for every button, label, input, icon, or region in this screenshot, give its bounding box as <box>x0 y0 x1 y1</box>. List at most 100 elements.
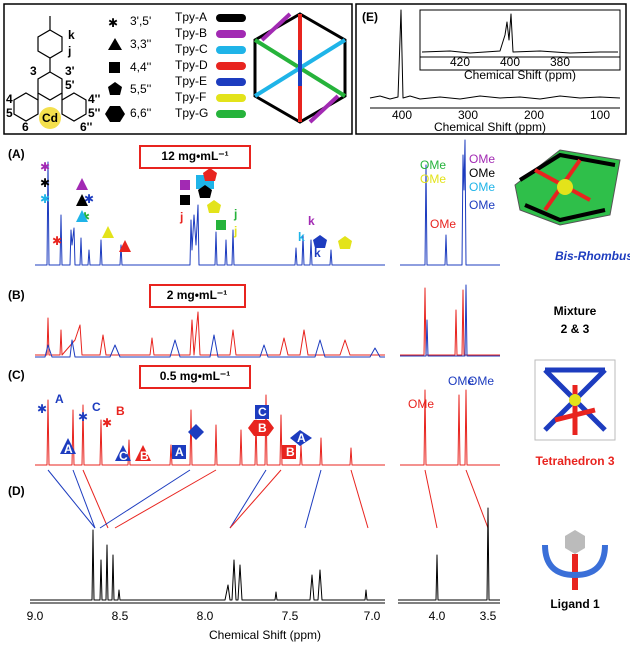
ome-label: OMe <box>469 180 495 194</box>
inset-axis-title: Chemical Shift (ppm) <box>464 68 576 82</box>
marker-icon: ✱ <box>108 16 118 30</box>
model-name: Bis-Rhombus 2 <box>555 249 630 263</box>
tpy-label: Tpy-A <box>175 10 207 24</box>
atom-label: 5' <box>65 78 75 92</box>
x-tick-label: 4.0 <box>429 609 446 623</box>
x-axis-title: Chemical Shift (ppm) <box>209 628 321 642</box>
marker-label: 4,4'' <box>130 60 151 74</box>
decoration: ✱ <box>78 410 88 424</box>
tpy-letter: A <box>64 442 73 456</box>
peak-label: k <box>298 230 305 244</box>
peak-label: k <box>314 246 321 260</box>
figure: k j 3 3' 5' 4 5 6 4'' 5'' 6'' Cd ✱ 3',5'… <box>0 0 630 652</box>
tpy-letter: B <box>140 449 149 463</box>
rhombus-model <box>515 150 620 225</box>
x-tick-label: 9.0 <box>27 609 44 623</box>
decoration <box>216 220 226 230</box>
tpy-swatch <box>216 110 246 118</box>
x-tick-label: 8.5 <box>112 609 129 623</box>
marker-label: 6,6'' <box>130 106 151 120</box>
atom-label: 5'' <box>88 106 101 120</box>
atom-label: 5 <box>6 106 13 120</box>
atom-label: 3 <box>30 64 37 78</box>
decoration <box>555 385 595 435</box>
ome-label: OMe <box>469 166 495 180</box>
decoration <box>351 470 368 528</box>
correlation-lines <box>48 470 488 528</box>
concentration: 12 mg•mL⁻¹ <box>161 149 228 163</box>
atom-label: 6'' <box>80 120 93 134</box>
marker-label: 3,3'' <box>130 37 151 51</box>
x-tick-label: 8.0 <box>197 609 214 623</box>
x-tick-label: 7.5 <box>282 609 299 623</box>
decoration <box>180 180 190 190</box>
spectrum-d-right <box>398 508 500 600</box>
ome-label: OMe <box>430 217 456 231</box>
e-tick-label: 100 <box>590 108 610 122</box>
tpy-swatch <box>216 62 246 70</box>
decoration <box>102 226 114 238</box>
decoration <box>83 470 108 528</box>
inset-tick-label: 420 <box>450 55 470 69</box>
inset-tick-label: 400 <box>500 55 520 69</box>
tpy-letter: B <box>116 404 125 418</box>
atom-label: 3' <box>65 64 75 78</box>
peak-label: j <box>179 210 183 224</box>
panel-label: (C) <box>8 368 25 382</box>
tpy-label: Tpy-F <box>175 90 206 104</box>
tpy-label: Tpy-D <box>175 58 208 72</box>
decoration: ✱ <box>102 416 112 430</box>
mixture-name: Mixture <box>554 304 597 318</box>
peak-label: j <box>233 224 237 238</box>
decoration <box>466 470 488 528</box>
inset-tick-label: 380 <box>550 55 570 69</box>
spectrum-b-blue <box>35 335 385 357</box>
x-tick-label: 3.5 <box>480 609 497 623</box>
tpy-swatch <box>216 30 246 38</box>
ome-label: OMe <box>469 198 495 212</box>
a-peak-labels: j j k k k j <box>179 207 321 260</box>
decoration <box>230 470 266 528</box>
atom-label: Cd <box>42 111 58 125</box>
decoration <box>557 179 573 195</box>
decoration: ✱ <box>40 176 50 190</box>
model-name: Ligand 1 <box>550 597 600 611</box>
model-name: Tetrahedron 3 <box>535 454 614 468</box>
decoration <box>180 195 190 205</box>
tpy-letter: A <box>297 431 306 445</box>
mixture-subname: 2 & 3 <box>561 322 590 336</box>
tpy-letter: C <box>119 449 128 463</box>
decoration: ✱ <box>52 234 62 248</box>
marker-icon <box>109 62 120 73</box>
decoration <box>48 470 95 528</box>
spectrum-b-right-blue <box>400 285 500 356</box>
panel-label: (A) <box>8 147 25 161</box>
tetrahedron-model <box>535 360 615 440</box>
spectrum-c <box>35 395 385 465</box>
e-axis-title: Chemical Shift (ppm) <box>434 120 546 134</box>
decoration <box>305 470 321 528</box>
marker-label: 3',5' <box>130 14 151 28</box>
spectrum-d <box>30 530 385 600</box>
decoration <box>338 236 352 249</box>
decoration <box>100 470 190 528</box>
decoration <box>203 168 217 181</box>
decoration <box>425 470 437 528</box>
decoration: ✱ <box>40 160 50 174</box>
decoration <box>565 530 585 554</box>
concentration: 2 mg•mL⁻¹ <box>167 288 228 302</box>
spectrum-b-right-red <box>400 288 500 355</box>
atom-label: j <box>67 44 71 58</box>
atom-label: 4 <box>6 92 13 106</box>
ome-label: OMe <box>420 172 446 186</box>
decoration <box>230 470 281 528</box>
tpy-letter: B <box>258 421 267 435</box>
ligand-model <box>545 530 605 590</box>
tpy-swatch <box>216 46 246 54</box>
e-tick-label: 400 <box>392 108 412 122</box>
tpy-letter: C <box>258 405 267 419</box>
decoration <box>569 394 581 406</box>
a-ome-labels: OMe OMe OMe OMe OMe OMe OMe <box>420 152 495 231</box>
panel-label: (E) <box>362 10 378 24</box>
decoration: ✱ <box>37 402 47 416</box>
